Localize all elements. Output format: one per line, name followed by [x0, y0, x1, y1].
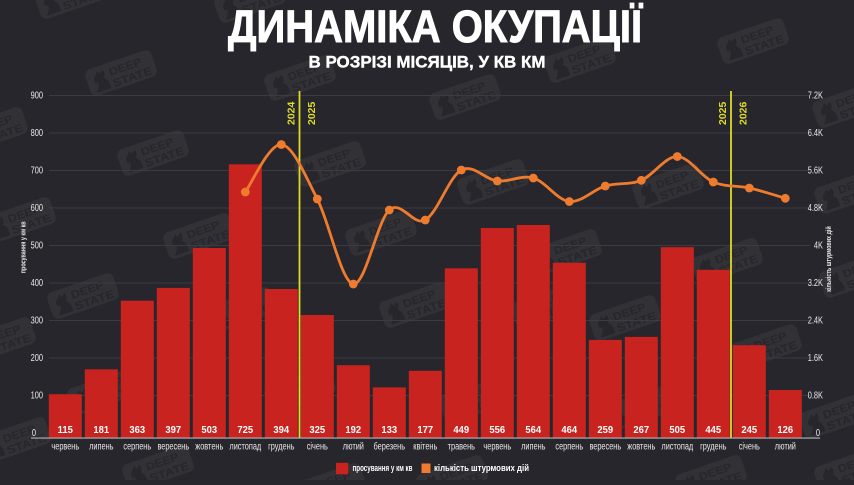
svg-text:лютий: лютий — [775, 440, 796, 451]
svg-text:445: 445 — [705, 425, 721, 437]
svg-text:556: 556 — [489, 425, 505, 437]
svg-text:серпень: серпень — [123, 440, 151, 451]
svg-text:503: 503 — [201, 425, 217, 437]
svg-text:900: 900 — [31, 90, 44, 101]
svg-text:2025: 2025 — [306, 101, 318, 125]
svg-text:115: 115 — [58, 425, 74, 437]
svg-text:5.6K: 5.6K — [808, 165, 823, 176]
svg-text:2026: 2026 — [737, 101, 749, 125]
svg-text:300: 300 — [31, 315, 44, 326]
svg-text:245: 245 — [741, 425, 757, 437]
svg-text:липень: липень — [89, 440, 114, 451]
svg-text:564: 564 — [525, 425, 541, 437]
svg-text:6.4K: 6.4K — [808, 127, 823, 138]
svg-text:грудень: грудень — [268, 440, 295, 451]
svg-text:жовтень: жовтень — [627, 440, 655, 451]
svg-text:березень: березень — [374, 440, 406, 451]
svg-text:363: 363 — [129, 425, 145, 437]
svg-text:квітень: квітень — [413, 440, 437, 451]
svg-text:600: 600 — [31, 202, 44, 213]
svg-text:кількість штурмових дій: кількість штурмових дій — [824, 226, 833, 291]
svg-text:0: 0 — [32, 427, 36, 438]
svg-text:394: 394 — [273, 425, 289, 437]
svg-text:грудень: грудень — [700, 440, 727, 451]
svg-text:181: 181 — [93, 425, 109, 437]
svg-text:кількість штурмових дій: кількість штурмових дій — [434, 463, 529, 473]
svg-text:200: 200 — [31, 352, 44, 363]
svg-text:просування у км кв: просування у км кв — [20, 221, 28, 273]
svg-text:4.8K: 4.8K — [808, 202, 823, 213]
svg-text:лютий: лютий — [343, 440, 364, 451]
svg-text:449: 449 — [453, 425, 469, 437]
svg-text:400: 400 — [31, 277, 44, 288]
svg-text:2025: 2025 — [717, 101, 729, 125]
svg-text:січень: січень — [307, 440, 329, 451]
svg-text:1.6K: 1.6K — [808, 352, 823, 363]
svg-text:500: 500 — [31, 240, 44, 251]
svg-text:100: 100 — [31, 390, 44, 401]
svg-text:серпень: серпень — [555, 440, 583, 451]
svg-text:325: 325 — [309, 425, 325, 437]
svg-text:505: 505 — [669, 425, 685, 437]
svg-text:0: 0 — [816, 427, 820, 438]
svg-text:травень: травень — [448, 440, 476, 451]
svg-text:464: 464 — [561, 425, 577, 437]
svg-text:листопад: листопад — [661, 440, 693, 451]
svg-text:липень: липень — [521, 440, 546, 451]
svg-text:259: 259 — [597, 425, 613, 437]
svg-text:В РОЗРІЗІ МІСЯЦІВ, У КВ КМ: В РОЗРІЗІ МІСЯЦІВ, У КВ КМ — [309, 53, 546, 72]
svg-text:ДИНАМІКА ОКУПАЦІЇ: ДИНАМІКА ОКУПАЦІЇ — [228, 1, 643, 52]
svg-text:267: 267 — [633, 425, 649, 437]
svg-text:397: 397 — [165, 425, 181, 437]
svg-text:просування у км кв: просування у км кв — [353, 463, 413, 473]
svg-text:192: 192 — [345, 425, 361, 437]
svg-text:0.8K: 0.8K — [808, 390, 823, 401]
svg-text:725: 725 — [237, 425, 253, 437]
svg-text:700: 700 — [31, 165, 44, 176]
svg-text:2.4K: 2.4K — [808, 315, 823, 326]
svg-text:листопад: листопад — [229, 440, 261, 451]
svg-text:4K: 4K — [814, 240, 823, 251]
svg-text:вересень: вересень — [157, 440, 189, 451]
svg-text:вересень: вересень — [589, 440, 621, 451]
svg-text:2024: 2024 — [286, 101, 298, 125]
svg-text:3.2K: 3.2K — [808, 277, 823, 288]
svg-text:126: 126 — [777, 425, 793, 437]
svg-text:червень: червень — [51, 440, 79, 451]
svg-text:133: 133 — [381, 425, 397, 437]
svg-text:800: 800 — [31, 127, 44, 138]
svg-text:177: 177 — [417, 425, 433, 437]
svg-text:січень: січень — [739, 440, 761, 451]
svg-text:жовтень: жовтень — [195, 440, 223, 451]
svg-text:червень: червень — [483, 440, 511, 451]
svg-text:7.2K: 7.2K — [808, 90, 823, 101]
